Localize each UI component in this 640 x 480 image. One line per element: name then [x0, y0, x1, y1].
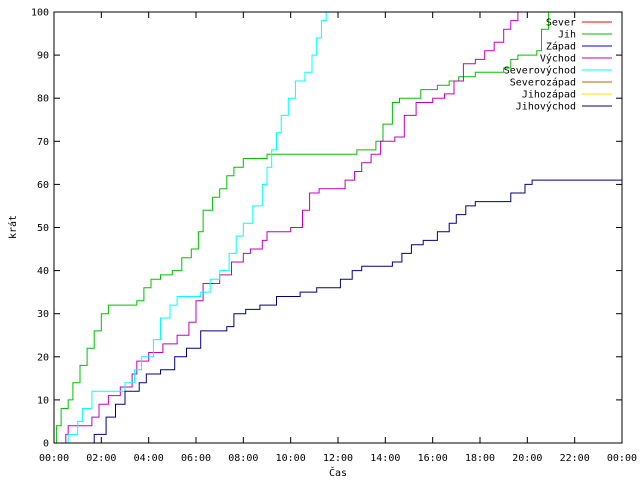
series-line-jih	[54, 12, 550, 444]
x-tick-label: 02:00	[86, 453, 116, 464]
plot-frame	[53, 11, 623, 444]
legend-label: Severovýchod	[504, 65, 576, 77]
y-tick-label: 20	[37, 352, 49, 363]
series-layer	[54, 12, 622, 444]
legend-label: Západ	[546, 41, 576, 53]
series-line-vychod	[63, 12, 519, 444]
x-tick-label: 18:00	[465, 453, 495, 464]
x-tick-label: 08:00	[228, 453, 258, 464]
y-axis-title: krát	[7, 215, 19, 239]
legend-label: Východ	[540, 53, 576, 65]
y-tick-label: 60	[37, 180, 49, 191]
y-tick-label: 10	[37, 395, 49, 406]
x-tick-label: 16:00	[418, 453, 448, 464]
y-tick-label: 40	[37, 266, 49, 277]
x-tick-label: 22:00	[560, 453, 590, 464]
y-tick-label: 70	[37, 137, 49, 148]
legend-label: Jih	[558, 30, 576, 41]
x-axis-title: Čas	[329, 466, 347, 479]
y-tick-label: 80	[37, 94, 49, 105]
legend-label: Sever	[546, 18, 576, 29]
y-tick-label: 0	[43, 439, 49, 450]
x-tick-label: 14:00	[370, 453, 400, 464]
y-tick-label: 100	[31, 8, 49, 19]
legend-label: Severozápad	[510, 77, 576, 89]
y-tick-label: 50	[37, 223, 49, 234]
x-tick-label: 12:00	[323, 453, 353, 464]
legend-label: Jihovýchod	[516, 101, 576, 113]
x-tick-label: 00:00	[607, 453, 637, 464]
legend-label: Jihozápad	[522, 89, 576, 101]
x-tick-label: 00:00	[39, 453, 69, 464]
x-tick-label: 04:00	[134, 453, 164, 464]
y-tick-label: 90	[37, 51, 49, 62]
y-tick-label: 30	[37, 309, 49, 320]
series-line-severovychod	[65, 12, 327, 444]
x-tick-label: 20:00	[512, 453, 542, 464]
ticks-layer: 00:00 02:00 04:00 06:00 08:00 10:00 12:00 14:00…	[31, 8, 637, 465]
legend: SeverJihZápadVýchodSeverovýchodSeverozáp…	[504, 18, 612, 113]
x-tick-label: 06:00	[181, 453, 211, 464]
x-tick-label: 10:00	[276, 453, 306, 464]
series-line-jihovychod	[91, 179, 622, 444]
